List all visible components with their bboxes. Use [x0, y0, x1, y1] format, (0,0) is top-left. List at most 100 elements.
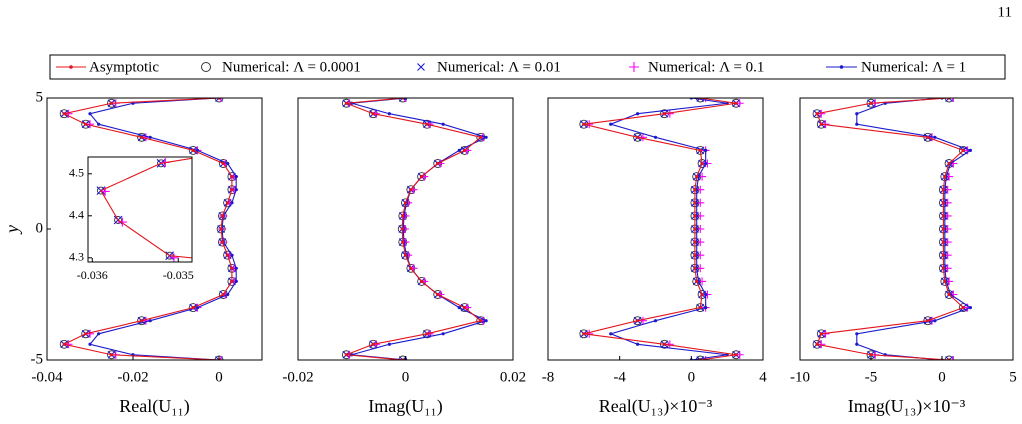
legend-marker — [629, 62, 639, 72]
point — [855, 332, 859, 336]
legend-marker — [201, 62, 211, 72]
point — [968, 148, 973, 152]
point — [88, 112, 92, 116]
point — [387, 112, 391, 116]
point — [700, 161, 704, 166]
point — [635, 319, 640, 323]
x-tick-label: 5 — [1009, 369, 1017, 385]
plot-area — [96, 157, 192, 262]
point — [230, 175, 234, 179]
point — [926, 135, 930, 139]
point — [409, 266, 413, 270]
point — [234, 188, 238, 192]
point — [609, 332, 613, 336]
point — [62, 112, 66, 116]
point-plus — [169, 253, 179, 262]
plot-area — [579, 98, 744, 360]
point-x — [696, 98, 705, 102]
series-line — [816, 98, 965, 360]
point — [409, 188, 413, 192]
point — [191, 306, 195, 310]
point — [941, 201, 946, 205]
series-line — [856, 98, 972, 360]
point — [234, 266, 238, 270]
point — [704, 292, 708, 297]
point — [234, 279, 238, 283]
point — [941, 240, 946, 244]
point — [695, 175, 699, 179]
point — [344, 101, 348, 105]
legend-dot — [69, 65, 73, 69]
x-tick-label: -8 — [542, 369, 555, 385]
panel: -0.04 -0.02 0 -5 0 5 Real(U₁₁) y — [2, 89, 263, 417]
point — [484, 319, 488, 323]
point — [457, 148, 461, 152]
point — [230, 188, 234, 192]
x-tick-label: -5 — [865, 369, 878, 385]
x-tick-label: -0.036 — [77, 268, 108, 282]
point — [441, 122, 445, 126]
point — [463, 148, 467, 152]
point — [635, 135, 640, 139]
point — [698, 148, 702, 152]
y-tick-label: 0 — [36, 220, 44, 236]
axes-frame — [547, 97, 764, 361]
x-tick-label: -0.035 — [163, 268, 194, 282]
y-axis-label: y — [2, 225, 22, 235]
point — [943, 279, 947, 283]
point — [855, 112, 859, 116]
point-circle — [695, 355, 705, 360]
legend-label: Numerical: Λ = 0.01 — [437, 59, 561, 75]
point — [221, 292, 225, 297]
point — [941, 266, 946, 270]
point — [693, 227, 697, 231]
point-plus — [217, 98, 226, 102]
point — [582, 122, 586, 126]
point — [463, 306, 467, 310]
point — [420, 175, 424, 179]
point-plus — [401, 98, 410, 102]
x-axis-label: Imag(U₁₃)×10⁻³ — [848, 396, 966, 417]
inset: -0.036 -0.035 4.3 4.4 4.5 — [69, 156, 194, 282]
legend-dot — [839, 65, 844, 69]
point-circle — [398, 98, 408, 103]
panel: -0.02 0 0.02 Imag(U₁₁) — [282, 97, 526, 417]
point — [700, 292, 704, 297]
point — [148, 319, 152, 323]
point — [635, 112, 640, 116]
point — [420, 279, 424, 283]
y-tick-label: 4.5 — [69, 166, 84, 180]
point — [941, 188, 946, 192]
point — [695, 279, 699, 283]
point — [693, 240, 697, 244]
point — [109, 101, 114, 105]
point — [698, 306, 702, 310]
point — [344, 353, 348, 357]
point — [220, 214, 225, 218]
point — [479, 135, 483, 139]
point — [933, 319, 937, 323]
point — [226, 253, 230, 257]
plot-area — [812, 98, 973, 360]
x-tick-label: -10 — [790, 369, 810, 385]
point — [855, 342, 859, 346]
point-plus — [217, 356, 226, 360]
point-x — [696, 356, 705, 360]
point — [693, 188, 697, 192]
point — [226, 201, 230, 205]
point — [961, 306, 965, 310]
point-circle — [944, 355, 954, 360]
point — [961, 148, 965, 152]
point — [441, 332, 445, 336]
point-circle — [695, 98, 705, 103]
point — [479, 319, 483, 323]
point — [220, 240, 225, 244]
point — [403, 201, 408, 205]
point — [97, 122, 101, 126]
point — [693, 214, 697, 218]
point-circle — [398, 355, 408, 360]
point — [234, 175, 238, 179]
point-circle — [944, 98, 954, 103]
point — [484, 135, 488, 139]
point — [191, 148, 195, 152]
